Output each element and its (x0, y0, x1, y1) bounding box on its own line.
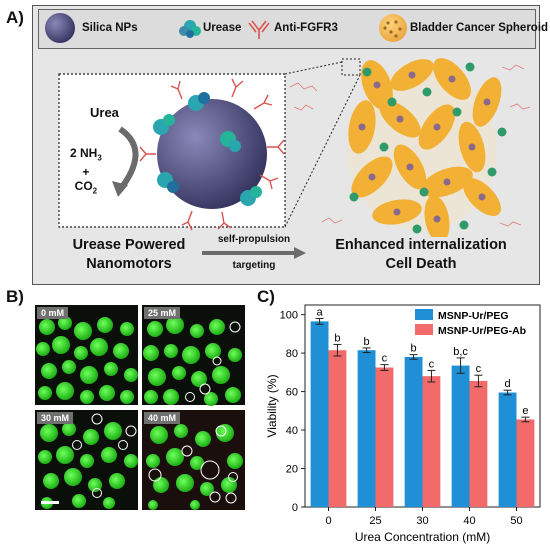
bar (516, 419, 535, 507)
significance-letter: e (522, 405, 528, 417)
antibody-icon (248, 20, 270, 39)
legend-label-silica: Silica NPs (82, 22, 138, 34)
caption-left: Urease Powered Nanomotors (44, 236, 214, 274)
micro-label-0mm: 0 mM (37, 307, 69, 319)
x-tick-label: 0 (325, 515, 331, 527)
legend-swatch (415, 309, 433, 320)
spheroid-illustration (289, 58, 531, 237)
silica-nanoparticle-icon (45, 13, 75, 43)
caption-right-line1: Enhanced internalization (335, 237, 507, 253)
micro-label-40mm: 40 mM (144, 412, 181, 424)
bar (404, 356, 423, 507)
micro-image-40mm (142, 410, 245, 510)
bar (357, 350, 376, 507)
panel-c-label: C) (257, 287, 275, 306)
caption-left-line1: Urease Powered (72, 237, 186, 253)
legend-label-urease: Urease (203, 22, 242, 34)
scale-bar (41, 501, 59, 504)
x-tick-label: 30 (416, 515, 428, 527)
bar (328, 350, 347, 507)
nanomotor-illustration (58, 58, 531, 237)
reaction-product: 2 NH3 + CO2 (70, 146, 102, 199)
micro-label-25mm: 25 mM (144, 307, 181, 319)
legend-entry: MSNP-Ur/PEG-Ab (438, 325, 526, 337)
legend-label-antibody: Anti-FGFR3 (274, 22, 338, 34)
caption-left-line2: Nanomotors (86, 256, 172, 272)
y-axis-label: Viability (%) (265, 374, 279, 437)
significance-letter: b (364, 336, 370, 348)
reaction-product-nh-sub: 3 (97, 153, 102, 163)
micro-image-25mm (142, 305, 245, 406)
panel-a-label: A) (6, 8, 24, 27)
legend-entry: MSNP-Ur/PEG (438, 310, 509, 322)
micro-image-0mm (35, 305, 138, 405)
x-tick-label: 25 (369, 515, 381, 527)
significance-letter: d (505, 378, 511, 390)
y-tick-label: 100 (280, 310, 298, 322)
reaction-product-nh: 2 NH (70, 146, 98, 160)
x-axis-label: Urea Concentration (mM) (355, 530, 490, 544)
bar (310, 321, 329, 507)
panel-a-legend (38, 9, 536, 49)
y-tick-label: 0 (292, 502, 298, 514)
arrow-label-top: self-propulsion (217, 234, 291, 245)
microscopy-grid (35, 305, 245, 510)
significance-letter: b,c (453, 346, 468, 358)
reaction-product-co-sub: 2 (92, 186, 98, 196)
nanomotor-sphere (157, 99, 267, 209)
caption-right-line2: Cell Death (385, 256, 457, 272)
micro-label-30mm: 30 mM (37, 412, 74, 424)
x-tick-label: 40 (463, 515, 475, 527)
micro-image-30mm (35, 410, 138, 510)
legend-label-spheroid: Bladder Cancer Spheroid (410, 22, 549, 34)
bar (451, 365, 470, 507)
right-arrow-icon (202, 247, 306, 259)
reaction-substrate: Urea (90, 105, 119, 120)
reaction-product-co: CO (74, 179, 93, 194)
urease-icon (179, 20, 201, 38)
caption-right: Enhanced internalization Cell Death (306, 236, 536, 274)
arrow-label-bottom: targeting (232, 260, 276, 271)
spheroid-icon (379, 14, 407, 42)
significance-letter: a (317, 306, 324, 318)
significance-letter: c (382, 353, 388, 365)
bar (422, 376, 441, 507)
y-tick-label: 20 (286, 464, 298, 476)
significance-letter: c (476, 363, 482, 375)
significance-letter: b (411, 343, 417, 355)
y-tick-label: 60 (286, 387, 298, 399)
reaction-plus: + (82, 165, 90, 180)
y-tick-label: 80 (286, 348, 298, 360)
bar (469, 380, 488, 507)
x-tick-label: 50 (510, 515, 522, 527)
y-tick-label: 40 (286, 425, 298, 437)
legend-icons (45, 13, 407, 43)
legend-swatch (415, 324, 433, 335)
panel-b-label: B) (6, 287, 24, 306)
bar (375, 367, 394, 507)
bar (498, 392, 517, 507)
significance-letter: b (334, 332, 340, 344)
significance-letter: c (429, 358, 435, 370)
